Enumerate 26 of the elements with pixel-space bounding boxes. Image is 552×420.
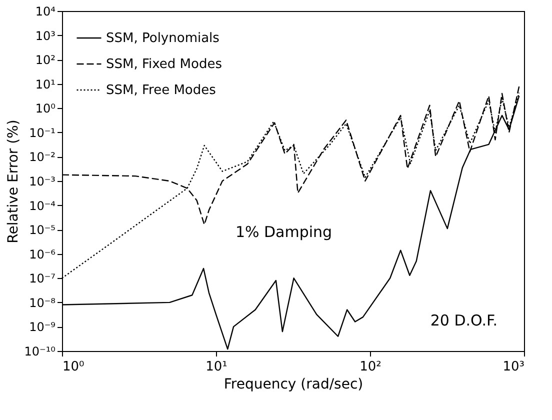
y-tick-label: 10¹	[35, 77, 56, 92]
y-tick-label: 10⁻¹	[29, 126, 56, 140]
y-tick-label: 10⁻⁸	[29, 296, 56, 310]
y-tick-label: 10⁻⁵	[29, 223, 56, 238]
y-tick-label: 10⁻⁴	[29, 198, 56, 213]
y-tick-label: 10⁻⁹	[29, 320, 56, 334]
legend-label: SSM, Fixed Modes	[106, 57, 222, 72]
y-tick-label: 10⁻⁶	[29, 247, 56, 262]
annotation: 20 D.O.F.	[430, 311, 498, 330]
x-tick-label: 10¹	[206, 360, 228, 374]
legend-label: SSM, Free Modes	[106, 83, 216, 98]
y-axis-title: Relative Error (%)	[5, 120, 22, 244]
annotation: 1% Damping	[235, 223, 332, 241]
y-tick-label: 10⁰	[35, 102, 56, 116]
x-axis-title: Frequency (rad/sec)	[224, 376, 364, 392]
legend-label: SSM, Polynomials	[106, 31, 220, 46]
y-tick-label: 10²	[35, 53, 56, 68]
x-tick-label: 10⁰	[62, 360, 84, 374]
y-tick-label: 10⁻³	[29, 174, 56, 188]
y-tick-label: 10⁻¹⁰	[24, 344, 56, 358]
y-tick-label: 10⁻⁷	[29, 272, 56, 286]
x-tick-label: 10²	[360, 360, 382, 374]
y-tick-label: 10⁻²	[29, 150, 56, 164]
y-tick-label: 10³	[35, 28, 56, 43]
x-tick-label: 10³	[502, 360, 524, 374]
y-tick-label: 10⁴	[35, 4, 56, 18]
